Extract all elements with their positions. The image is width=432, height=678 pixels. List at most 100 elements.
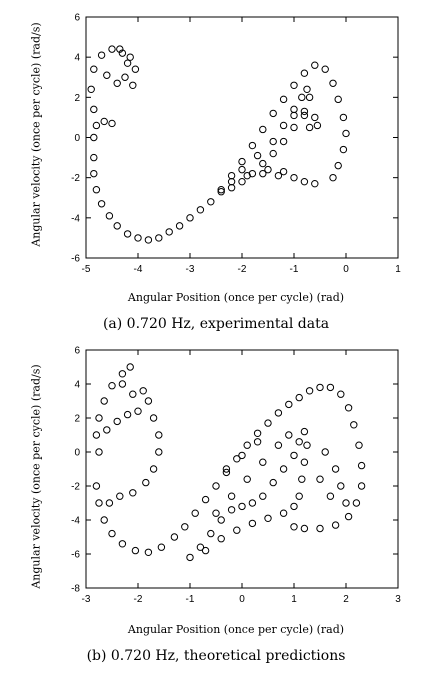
data-point-b — [212, 509, 220, 517]
data-point-b — [238, 451, 246, 460]
data-point-a — [311, 179, 319, 188]
data-point-a — [238, 165, 246, 174]
x-tick-label-b: 2 — [343, 594, 349, 605]
x-axis-title-a: Angular Position (once per cycle) (rad) — [127, 291, 345, 304]
data-point-a — [339, 145, 348, 154]
data-point-b — [300, 458, 309, 466]
data-point-b — [201, 495, 210, 504]
y-tick-label-a: -4 — [71, 213, 80, 224]
data-point-b — [305, 387, 314, 395]
data-point-b — [103, 426, 111, 434]
y-tick-label-b: -6 — [71, 550, 80, 561]
data-point-b — [95, 414, 103, 422]
data-point-b — [290, 523, 298, 531]
y-tick-label-b: -8 — [71, 584, 80, 595]
data-point-b — [170, 533, 179, 541]
data-point-a — [90, 105, 98, 114]
data-point-b — [274, 441, 283, 449]
data-point-b — [157, 543, 166, 551]
data-point-b — [126, 363, 134, 371]
data-point-a — [305, 93, 314, 102]
data-point-a — [113, 222, 121, 230]
data-point-b — [352, 499, 361, 507]
data-point-b — [222, 465, 231, 473]
data-point-a — [259, 169, 267, 178]
x-tick-label-a: 1 — [395, 264, 401, 275]
data-point-a — [90, 153, 98, 162]
data-point-a — [103, 71, 111, 79]
data-point-b — [95, 448, 103, 456]
data-point-a — [105, 212, 114, 220]
data-point-b — [108, 529, 116, 538]
data-point-a — [248, 169, 257, 178]
data-point-a — [175, 222, 184, 230]
data-point-b — [100, 397, 108, 405]
data-point-b — [92, 431, 101, 439]
data-point-b — [342, 499, 350, 507]
data-point-b — [212, 482, 220, 490]
data-point-b — [285, 431, 293, 439]
data-point-b — [300, 524, 309, 533]
data-point-b — [222, 468, 231, 477]
data-point-a — [269, 149, 277, 158]
data-point-a — [300, 177, 309, 186]
data-point-b — [113, 417, 121, 426]
data-point-b — [100, 516, 108, 524]
caption-a: (a) 0.720 Hz, experimental data — [102, 316, 330, 332]
data-point-b — [196, 543, 205, 551]
data-point-a — [165, 228, 173, 236]
data-point-a — [126, 53, 134, 61]
data-point-a — [90, 133, 98, 142]
data-point-a — [238, 177, 246, 186]
data-point-a — [227, 171, 236, 180]
data-point-b — [118, 380, 127, 388]
x-tick-label-b: -2 — [134, 594, 143, 605]
data-point-b — [253, 438, 262, 446]
data-point-a — [217, 188, 225, 196]
x-tick-label-a: -2 — [238, 264, 247, 275]
data-point-b — [298, 475, 306, 483]
data-point-b — [331, 521, 340, 529]
data-point-a — [129, 81, 137, 89]
data-point-a — [123, 230, 132, 238]
x-tick-label-a: -3 — [186, 264, 195, 275]
data-point-b — [142, 478, 150, 487]
y-tick-label-b: 4 — [74, 380, 80, 391]
data-point-a — [334, 95, 342, 104]
data-point-b — [290, 502, 298, 511]
data-point-a — [303, 85, 311, 94]
data-point-a — [121, 73, 129, 81]
data-point-a — [207, 198, 215, 206]
data-point-a — [290, 123, 298, 132]
data-point-b — [350, 421, 358, 429]
data-point-a — [92, 121, 101, 130]
data-point-a — [134, 234, 142, 242]
data-point-b — [95, 499, 103, 507]
data-point-b — [316, 383, 324, 392]
data-point-b — [243, 475, 251, 483]
y-tick-label-a: 6 — [74, 13, 80, 24]
y-tick-label-a: -6 — [71, 254, 80, 265]
data-point-a — [339, 113, 348, 122]
data-point-a — [100, 117, 108, 126]
data-point-b — [233, 526, 241, 534]
data-point-a — [269, 137, 277, 146]
data-point-b — [181, 523, 189, 531]
data-point-b — [253, 429, 262, 438]
data-point-b — [191, 509, 199, 517]
data-point-a — [334, 161, 342, 170]
y-tick-label-b: 0 — [74, 448, 80, 459]
data-point-a — [329, 173, 337, 182]
data-point-a — [155, 234, 163, 242]
x-tick-label-b: -3 — [82, 594, 91, 605]
data-point-b — [290, 451, 298, 460]
data-point-b — [233, 455, 241, 463]
x-tick-label-b: 3 — [395, 594, 401, 605]
caption-b: (b) 0.720 Hz, theoretical predictions — [86, 648, 346, 664]
data-point-a — [131, 65, 140, 73]
data-point-b — [357, 482, 366, 490]
data-point-b — [238, 502, 246, 511]
scatter-plot-a: -5 -4 -3 -2 -1 0 1 -6 -4 -2 0 2 4 6 — [71, 13, 401, 276]
data-point-b — [217, 535, 225, 543]
data-point-a — [196, 206, 205, 214]
